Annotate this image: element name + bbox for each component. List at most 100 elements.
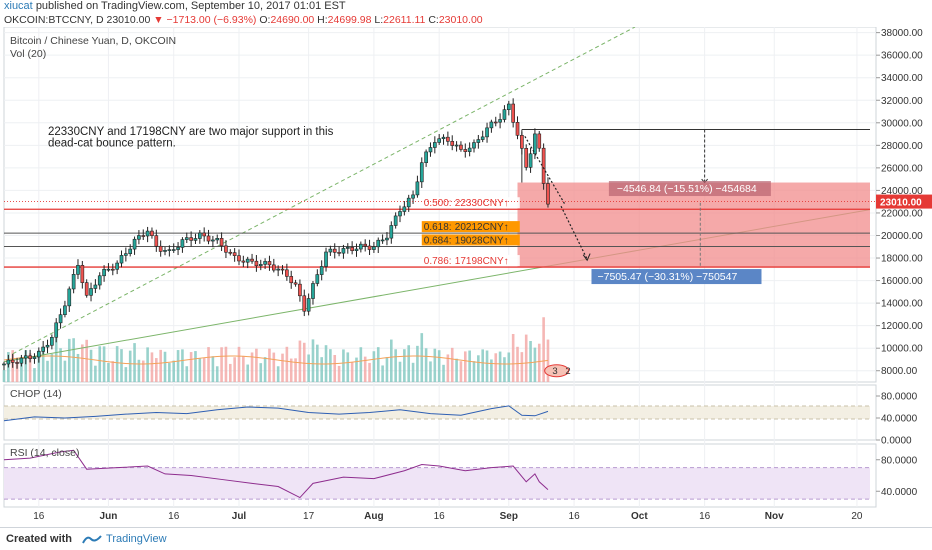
candle-body	[224, 245, 228, 253]
candle-body	[80, 265, 85, 283]
fib-ratio-label: 0.618:	[424, 222, 452, 233]
fib-ratio-label: 0.786:	[424, 256, 452, 267]
candle-body	[158, 245, 163, 252]
candle-body	[176, 247, 180, 250]
volume-label: Vol (20)	[10, 48, 46, 60]
x-tick-label: 17	[303, 511, 315, 522]
volume-bar	[115, 346, 119, 382]
volume-bar	[285, 346, 289, 382]
measure-label-2: −7505.47 (−30.31%) −750547	[597, 271, 737, 283]
fib-label-bg	[421, 221, 520, 233]
rsi-title: RSI (14, close)	[10, 447, 79, 459]
candle-body	[71, 274, 76, 290]
candle-body	[154, 235, 159, 247]
volume-bar	[237, 346, 241, 382]
fib-levels: 0.500: 22330CNY↑ 0.618: 20212CNY↑0.684: 1902…	[4, 197, 870, 268]
candle-body	[415, 181, 420, 196]
volume-bar	[363, 356, 367, 382]
symbol-label: OKCOIN:BTCCNY, D	[4, 14, 104, 26]
candle-body	[102, 269, 106, 277]
y-tick-label: 34000.00	[881, 73, 923, 84]
volume-bar	[316, 344, 319, 382]
volume-bar	[33, 368, 36, 382]
candle-body	[528, 153, 533, 168]
volume-bar	[446, 354, 450, 382]
tradingview-brand[interactable]: TradingView	[76, 533, 167, 545]
x-tick-label: 16	[699, 511, 711, 522]
candle-body	[467, 147, 472, 152]
candle-body	[411, 194, 415, 199]
volume-bar	[207, 347, 210, 382]
candle-body	[110, 268, 115, 271]
volume-bar	[450, 347, 454, 382]
publisher-link[interactable]: xiucat	[4, 0, 33, 12]
candle-body	[372, 246, 376, 250]
volume-bar	[381, 365, 384, 382]
volume-bar	[102, 346, 106, 382]
candle-body	[367, 245, 372, 250]
y-tick-label: 10000.00	[881, 344, 923, 355]
candle-body	[306, 298, 311, 312]
measure-label-1-bg	[608, 181, 771, 197]
high-label: H:	[317, 14, 328, 26]
fib-label-bg	[421, 197, 520, 209]
volume-bar	[537, 343, 541, 382]
volume-bar	[398, 361, 402, 382]
volume-bar	[124, 367, 128, 382]
last-price-badge	[876, 194, 932, 209]
candle-body	[128, 248, 133, 254]
close-label: C:	[428, 14, 439, 26]
volume-bar	[281, 353, 284, 382]
volume-bar	[294, 358, 297, 382]
candle-body	[389, 225, 394, 239]
y-tick-label: 16000.00	[881, 276, 923, 287]
y-tick-label: 36000.00	[881, 51, 923, 62]
open-label: O:	[259, 14, 271, 26]
candle-body	[459, 144, 463, 150]
event-badge-icon	[544, 364, 570, 378]
candle-body	[363, 243, 368, 247]
x-tick-label: 16	[33, 511, 45, 522]
volume-bar	[72, 338, 75, 382]
volume-bar	[137, 359, 141, 382]
candles	[2, 98, 550, 371]
candle-body	[293, 282, 298, 285]
candle-body	[285, 269, 289, 277]
y-tick-label: 30000.00	[881, 118, 923, 129]
candle-body	[537, 133, 542, 149]
volume-bar	[202, 357, 206, 382]
ohlc-bar: OKCOIN:BTCCNY, D 23010.00 ▼ −1713.00 (−6…	[0, 14, 932, 27]
candle-body	[289, 276, 294, 284]
x-tick-label: Aug	[364, 511, 383, 522]
volume-bar	[507, 352, 511, 382]
candle-body	[228, 251, 233, 254]
candle-body	[258, 264, 263, 267]
sub-y-tick-label: 0.0000	[881, 436, 912, 447]
volume-bar	[63, 360, 67, 382]
candle-body	[476, 139, 481, 143]
volume-bar	[376, 347, 380, 382]
volume-bar	[420, 333, 424, 382]
volume-bar	[168, 363, 171, 382]
volume-bar	[181, 349, 184, 382]
volume-bar	[255, 348, 258, 382]
chart-canvas[interactable]: 8000.00 10000.00 12000.00 14000.00 16000.00 1…	[0, 27, 932, 527]
y-tick-label: 18000.00	[881, 254, 923, 265]
volume-bar	[272, 352, 276, 382]
fib-ratio-label: 0.500:	[424, 198, 452, 209]
measure-label-2-bg	[591, 269, 762, 285]
volume-bar	[511, 334, 515, 382]
main-grid: 8000.00 10000.00 12000.00 14000.00 16000.00 1…	[4, 27, 923, 522]
volume-bar	[98, 346, 102, 382]
volume-bar	[481, 349, 484, 382]
annotation-line-1: 22330CNY and 17198CNY are two major supp…	[48, 126, 334, 138]
candle-body	[150, 230, 154, 236]
fib-label-bg	[421, 255, 520, 267]
volume-bar	[368, 362, 371, 382]
volume-bar	[494, 353, 498, 382]
low-value: 22611.11	[383, 14, 426, 26]
candle-body	[76, 265, 80, 275]
upper-trendline	[12, 27, 636, 355]
y-tick-label: 32000.00	[881, 96, 923, 107]
volume-bar	[146, 347, 149, 382]
